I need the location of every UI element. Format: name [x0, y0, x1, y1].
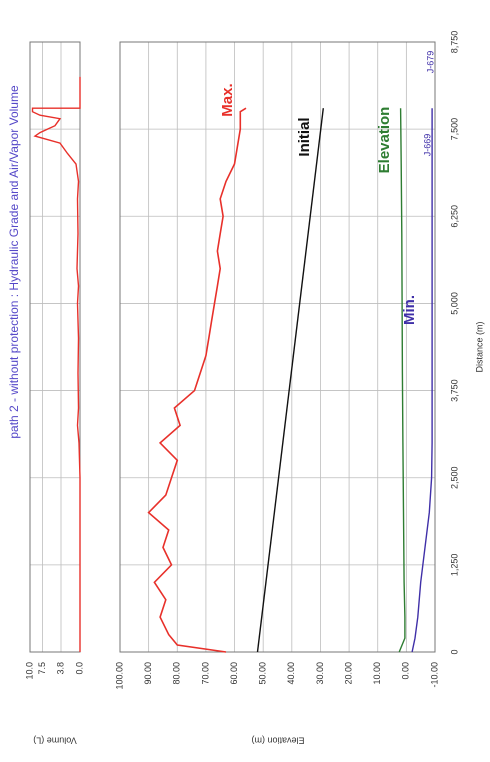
node-label: J-679	[425, 51, 435, 74]
x-tick-label: 8,750	[449, 31, 459, 54]
y-tick-label: 60.00	[229, 662, 239, 685]
y-tick-label: 10.00	[372, 662, 382, 685]
x-tick-label: 5,000	[449, 292, 459, 315]
y-tick-label: 3.8	[55, 662, 65, 675]
y-tick-label: 10.0	[24, 662, 34, 680]
y-tick-label: 50.00	[258, 662, 268, 685]
max-label: Max.	[219, 83, 236, 116]
x-tick-label: 0	[449, 649, 459, 654]
x-tick-label: 3,750	[449, 379, 459, 402]
initial-label: Initial	[296, 117, 313, 156]
rotated-chart: 8,750 7,500 6,250 5,000 3,750 2,500 1,250 0 100.…	[7, 31, 484, 746]
y-tick-label: -10.00	[429, 662, 439, 688]
elevation-axis-label: Elevation (m)	[251, 736, 304, 746]
y-tick-label: 70.00	[200, 662, 210, 685]
y-tick-label: 0.0	[74, 662, 84, 675]
y-tick-label: 20.00	[343, 662, 353, 685]
elevation-label: Elevation	[376, 107, 393, 174]
chart-title: path 2 - without protection : Hydraulic …	[7, 85, 21, 439]
y-tick-label: 40.00	[286, 662, 296, 685]
series-line	[256, 108, 324, 653]
x-tick-label: 7,500	[449, 118, 459, 141]
x-tick-label: 2,500	[449, 466, 459, 489]
y-tick-label: 80.00	[172, 662, 182, 685]
x-tick-label: 6,250	[449, 205, 459, 228]
y-tick-label: 30.00	[315, 662, 325, 685]
plot-frame	[119, 41, 436, 653]
series-line	[398, 108, 406, 653]
node-label: J-669	[422, 134, 432, 157]
series-line	[411, 108, 433, 653]
y-tick-label: 100.00	[114, 662, 124, 690]
x-tick-label: 1,250	[449, 554, 459, 577]
plot-frame	[29, 41, 81, 653]
series-line	[147, 107, 247, 653]
y-tick-label: 90.00	[143, 662, 153, 685]
min-label: Min.	[401, 295, 418, 325]
distance-axis-label: Distance (m)	[474, 321, 484, 372]
y-tick-label: 0.00	[401, 662, 411, 680]
y-tick-label: 7.5	[37, 662, 47, 675]
volume-axis-label: Volume (L)	[33, 736, 77, 746]
series-line	[31, 76, 81, 652]
